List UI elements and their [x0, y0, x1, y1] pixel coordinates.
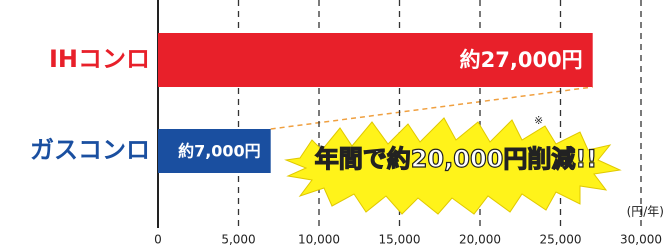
- x-tick-label: 15,000: [379, 233, 421, 247]
- category-label: IHコンロ: [49, 45, 150, 73]
- chart: 年間で約20,000円削減!! ※ (円/年) 0 5,000 10,000 15,0…: [0, 0, 668, 251]
- value-label: 約27,000円: [460, 48, 583, 72]
- x-tick-label: 30,000: [620, 233, 662, 247]
- annotation: 年間で約20,000円削減!!: [315, 145, 598, 173]
- footnote-mark: ※: [534, 114, 543, 127]
- category-label: ガスコンロ: [30, 136, 150, 164]
- unit-label: (円/年): [627, 205, 664, 219]
- x-tick-label: 20,000: [459, 233, 501, 247]
- x-tick-label: 0: [154, 233, 162, 247]
- x-tick-label: 25,000: [540, 233, 582, 247]
- x-tick-label: 10,000: [298, 233, 340, 247]
- value-label: 約7,000円: [178, 142, 261, 161]
- x-tick-label: 5,000: [221, 233, 255, 247]
